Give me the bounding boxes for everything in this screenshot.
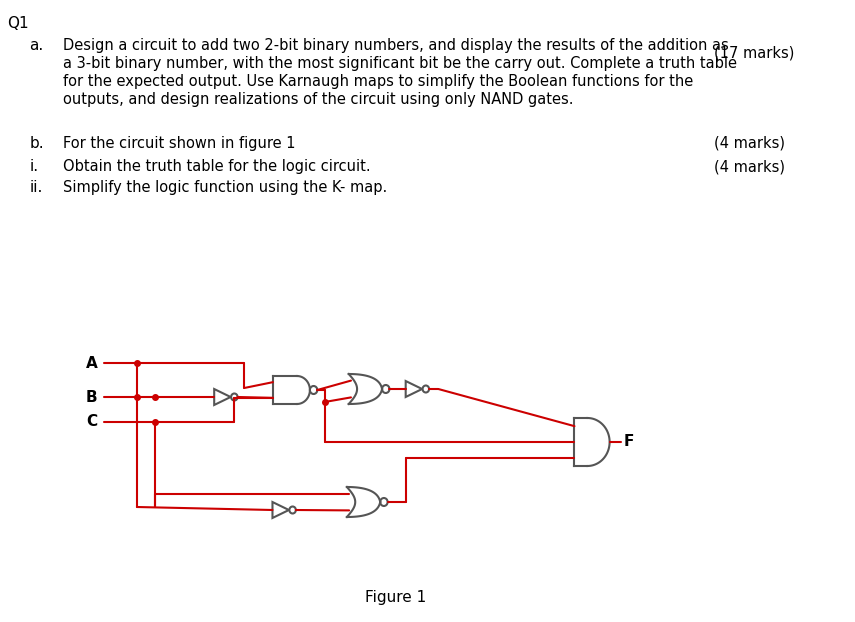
Text: b.: b.	[30, 136, 44, 151]
Text: Simplify the logic function using the K- map.: Simplify the logic function using the K-…	[63, 180, 387, 195]
Text: a.: a.	[30, 38, 44, 53]
Text: Figure 1: Figure 1	[365, 590, 427, 605]
Text: (4 marks): (4 marks)	[714, 136, 785, 151]
Text: C: C	[86, 414, 97, 430]
Text: i.: i.	[30, 159, 38, 174]
Text: a 3-bit binary number, with the most significant bit be the carry out. Complete : a 3-bit binary number, with the most sig…	[63, 56, 737, 71]
Text: F: F	[623, 435, 634, 450]
Text: (17 marks): (17 marks)	[714, 46, 794, 61]
Text: (4 marks): (4 marks)	[714, 159, 785, 174]
Text: for the expected output. Use Karnaugh maps to simplify the Boolean functions for: for the expected output. Use Karnaugh ma…	[63, 74, 693, 89]
Text: outputs, and design realizations of the circuit using only NAND gates.: outputs, and design realizations of the …	[63, 92, 574, 107]
Text: A: A	[86, 356, 97, 371]
Text: Design a circuit to add two 2-bit binary numbers, and display the results of the: Design a circuit to add two 2-bit binary…	[63, 38, 728, 53]
Text: Q1: Q1	[8, 16, 29, 31]
Text: ii.: ii.	[30, 180, 43, 195]
Text: B: B	[86, 389, 97, 404]
Text: For the circuit shown in figure 1: For the circuit shown in figure 1	[63, 136, 296, 151]
Text: Obtain the truth table for the logic circuit.: Obtain the truth table for the logic cir…	[63, 159, 370, 174]
